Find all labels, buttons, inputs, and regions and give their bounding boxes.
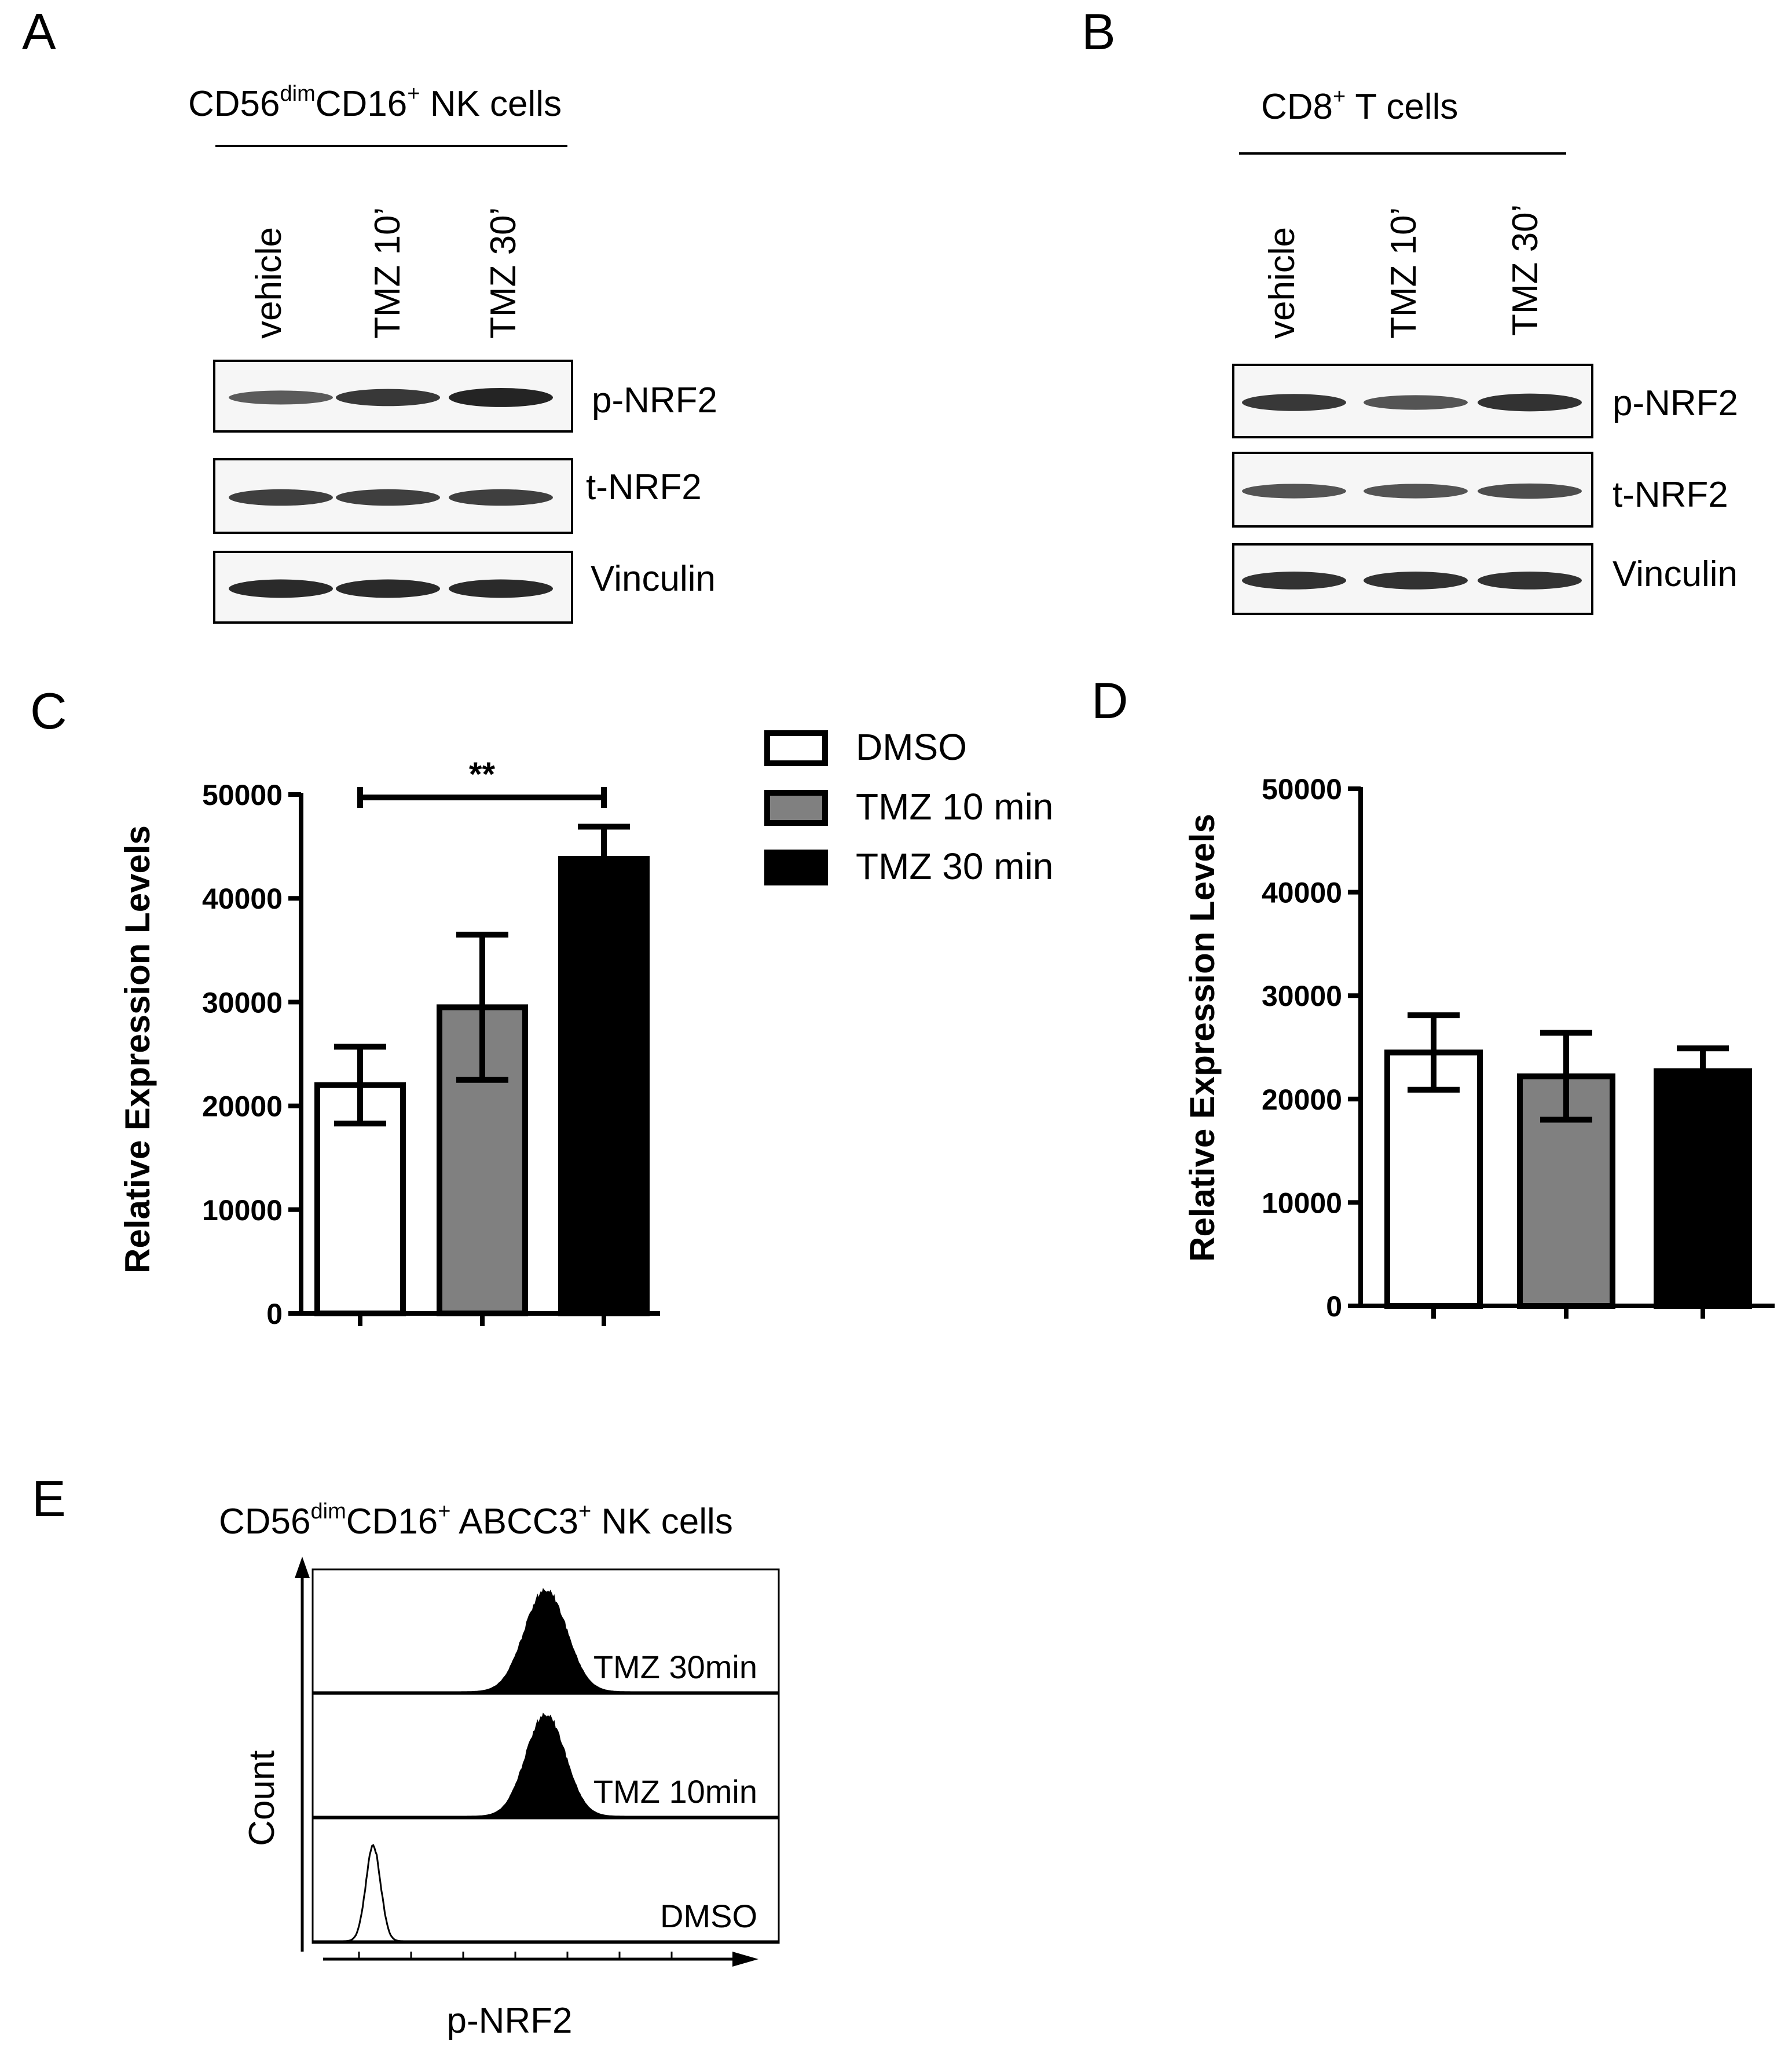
blot-band bbox=[1242, 572, 1346, 590]
blot-band bbox=[449, 579, 553, 598]
blot-band bbox=[336, 389, 440, 407]
blot-band bbox=[1364, 484, 1468, 499]
y-tick-label: 20000 bbox=[1262, 1084, 1342, 1116]
blot-band bbox=[449, 387, 553, 407]
histogram-label: TMZ 30min bbox=[593, 1649, 757, 1685]
legend-label-tmz30: TMZ 30 min bbox=[856, 846, 1053, 887]
y-tick-label: 50000 bbox=[202, 779, 283, 811]
blot-band bbox=[1364, 572, 1468, 590]
blot-band bbox=[1478, 572, 1582, 590]
blot-band bbox=[336, 489, 440, 506]
count-axis-arrowhead bbox=[295, 1557, 310, 1578]
legend: DMSO TMZ 10 min TMZ 30 min bbox=[764, 726, 1053, 887]
lane-label-tmz10: TMZ 10’ bbox=[368, 207, 408, 339]
lane-label-vehicle: vehicle bbox=[1262, 227, 1302, 339]
blot-band bbox=[229, 489, 333, 506]
blot-band bbox=[336, 579, 440, 598]
histogram-tmz-30min bbox=[313, 1588, 779, 1693]
legend-swatch-tmz10 bbox=[764, 790, 828, 826]
panel-letter-a: A bbox=[22, 3, 56, 60]
bar-tmz-30-min bbox=[558, 856, 650, 1316]
blot-band bbox=[1364, 395, 1468, 410]
bar-chart-d: 0 10000 20000 30000 40000 50000 bbox=[1262, 773, 1775, 1323]
y-tick-label: 0 bbox=[1326, 1290, 1342, 1323]
significance-label: ** bbox=[469, 756, 496, 793]
panel-letter-b: B bbox=[1082, 3, 1116, 60]
legend-label-dmso: DMSO bbox=[856, 726, 967, 768]
blot-band bbox=[1242, 394, 1346, 411]
band-label-p-nrf2: p-NRF2 bbox=[592, 380, 717, 420]
blot-band bbox=[1478, 483, 1582, 499]
y-tick-label: 10000 bbox=[1262, 1187, 1342, 1219]
band-label-p-nrf2: p-NRF2 bbox=[1613, 383, 1738, 423]
blot-band bbox=[229, 579, 333, 598]
band-label-t-nrf2: t-NRF2 bbox=[1613, 475, 1728, 515]
lane-label-tmz10: TMZ 10’ bbox=[1384, 207, 1424, 339]
histogram-label: TMZ 10min bbox=[593, 1773, 757, 1810]
count-axis-label: Count bbox=[242, 1750, 282, 1846]
y-tick-label: 50000 bbox=[1262, 773, 1342, 806]
p-nrf2-axis-label: p-NRF2 bbox=[446, 2001, 572, 2041]
lane-label-tmz30: TMZ 30’ bbox=[483, 207, 523, 339]
panel-c: C Relative Expression Levels 0 10000 20000… bbox=[30, 682, 660, 1330]
legend-swatch-tmz30 bbox=[764, 850, 828, 885]
western-blot-a bbox=[213, 360, 573, 624]
band-label-vinculin: Vinculin bbox=[1613, 554, 1738, 594]
histogram-dmso bbox=[313, 1843, 779, 1942]
panel-letter-c: C bbox=[30, 682, 67, 740]
y-axis-title-d: Relative Expression Levels bbox=[1183, 814, 1222, 1262]
histogram-tmz-10min bbox=[313, 1712, 779, 1818]
band-label-vinculin: Vinculin bbox=[591, 559, 716, 599]
bar-dmso bbox=[1384, 1049, 1483, 1309]
band-label-t-nrf2: t-NRF2 bbox=[586, 467, 702, 507]
blot-band bbox=[1478, 393, 1582, 412]
bar-tmz-30-min bbox=[1654, 1068, 1752, 1309]
y-tick-label: 10000 bbox=[202, 1194, 283, 1227]
panel-e: E CD56dimCD16+ ABCC3+ NK cells Count TMZ… bbox=[32, 1470, 780, 2041]
panel-d: D Relative Expression Levels 0 10000 20000… bbox=[1091, 672, 1775, 1323]
histogram-frame bbox=[312, 1568, 780, 1944]
bar-chart-c: 0 10000 20000 30000 40000 50000 ** bbox=[202, 756, 660, 1330]
y-axis-title-c: Relative Expression Levels bbox=[118, 825, 157, 1273]
blot-title-b: CD8+ T cells bbox=[1261, 85, 1458, 127]
western-blot-b bbox=[1232, 364, 1593, 615]
panel-b: B CD8+ T cells vehicle TMZ 10’ TMZ 30’ p… bbox=[1082, 3, 1738, 615]
y-tick-label: 30000 bbox=[202, 986, 283, 1019]
y-tick-label: 20000 bbox=[202, 1090, 283, 1123]
p-nrf2-axis-ticks bbox=[358, 1952, 673, 1959]
blot-title-a: CD56dimCD16+ NK cells bbox=[188, 82, 562, 124]
blot-band bbox=[449, 489, 553, 506]
y-tick-label: 30000 bbox=[1262, 980, 1342, 1012]
lane-label-tmz30: TMZ 30’ bbox=[1505, 204, 1545, 336]
panel-letter-e: E bbox=[32, 1470, 66, 1527]
blot-band bbox=[229, 390, 333, 405]
y-tick-label: 0 bbox=[266, 1298, 283, 1330]
y-tick-label: 40000 bbox=[202, 883, 283, 915]
panel-letter-d: D bbox=[1091, 672, 1128, 729]
p-nrf2-axis-arrowhead bbox=[732, 1952, 758, 1967]
histogram-title: CD56dimCD16+ ABCC3+ NK cells bbox=[219, 1499, 733, 1542]
histogram-stack: TMZ 30min TMZ 10min DMSO bbox=[313, 1588, 779, 1942]
legend-swatch-dmso bbox=[764, 730, 828, 766]
legend-label-tmz10: TMZ 10 min bbox=[856, 786, 1053, 828]
lane-label-vehicle: vehicle bbox=[249, 227, 289, 339]
blot-band bbox=[1242, 484, 1346, 499]
histogram-label: DMSO bbox=[660, 1898, 757, 1934]
panel-a: A CD56dimCD16+ NK cells vehicle TMZ 10’ … bbox=[22, 3, 717, 624]
y-tick-label: 40000 bbox=[1262, 877, 1342, 909]
